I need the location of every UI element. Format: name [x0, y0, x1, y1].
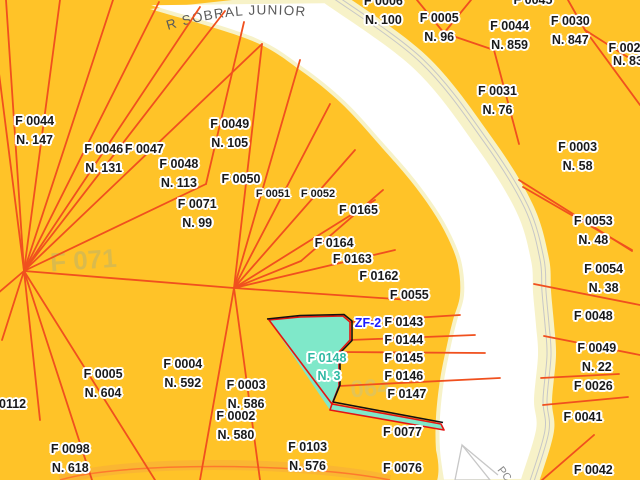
- svg-text:F 071: F 071: [49, 243, 117, 278]
